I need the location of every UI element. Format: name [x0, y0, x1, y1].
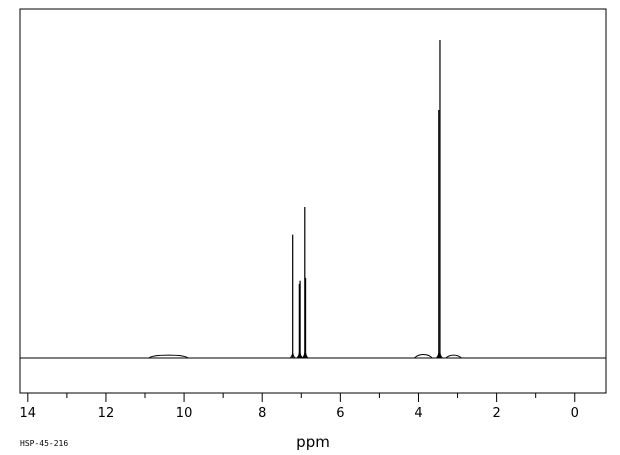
spectrum-peak-foot — [302, 352, 309, 359]
spectrum-series — [20, 40, 606, 359]
plot-frame — [19, 8, 607, 394]
spectrum-peak-foot — [296, 352, 303, 359]
spectrum-peak-foot — [437, 352, 443, 359]
spectrum-hump — [445, 354, 462, 359]
x-tick-label: 10 — [176, 406, 193, 421]
x-tick-label: 12 — [98, 406, 115, 421]
x-axis-title: ppm — [296, 433, 330, 451]
x-axis-ticks: 14 12 10 8 6 4 2 0 — [20, 393, 579, 421]
x-tick-label: 4 — [414, 406, 422, 421]
x-tick-label: 6 — [336, 406, 344, 421]
spectrum-code-label: HSP-45-216 — [20, 439, 68, 448]
spectrum-hump — [414, 353, 433, 359]
x-tick-label: 8 — [258, 406, 266, 421]
x-tick-label: 14 — [20, 406, 37, 421]
spectrum-peak-foot — [301, 352, 308, 359]
x-tick-label: 2 — [492, 406, 500, 421]
spectrum-peak-foot — [297, 352, 303, 359]
spectrum-hump — [148, 354, 189, 359]
x-tick-label: 0 — [571, 406, 579, 421]
spectrum-peak-foot — [289, 352, 296, 359]
